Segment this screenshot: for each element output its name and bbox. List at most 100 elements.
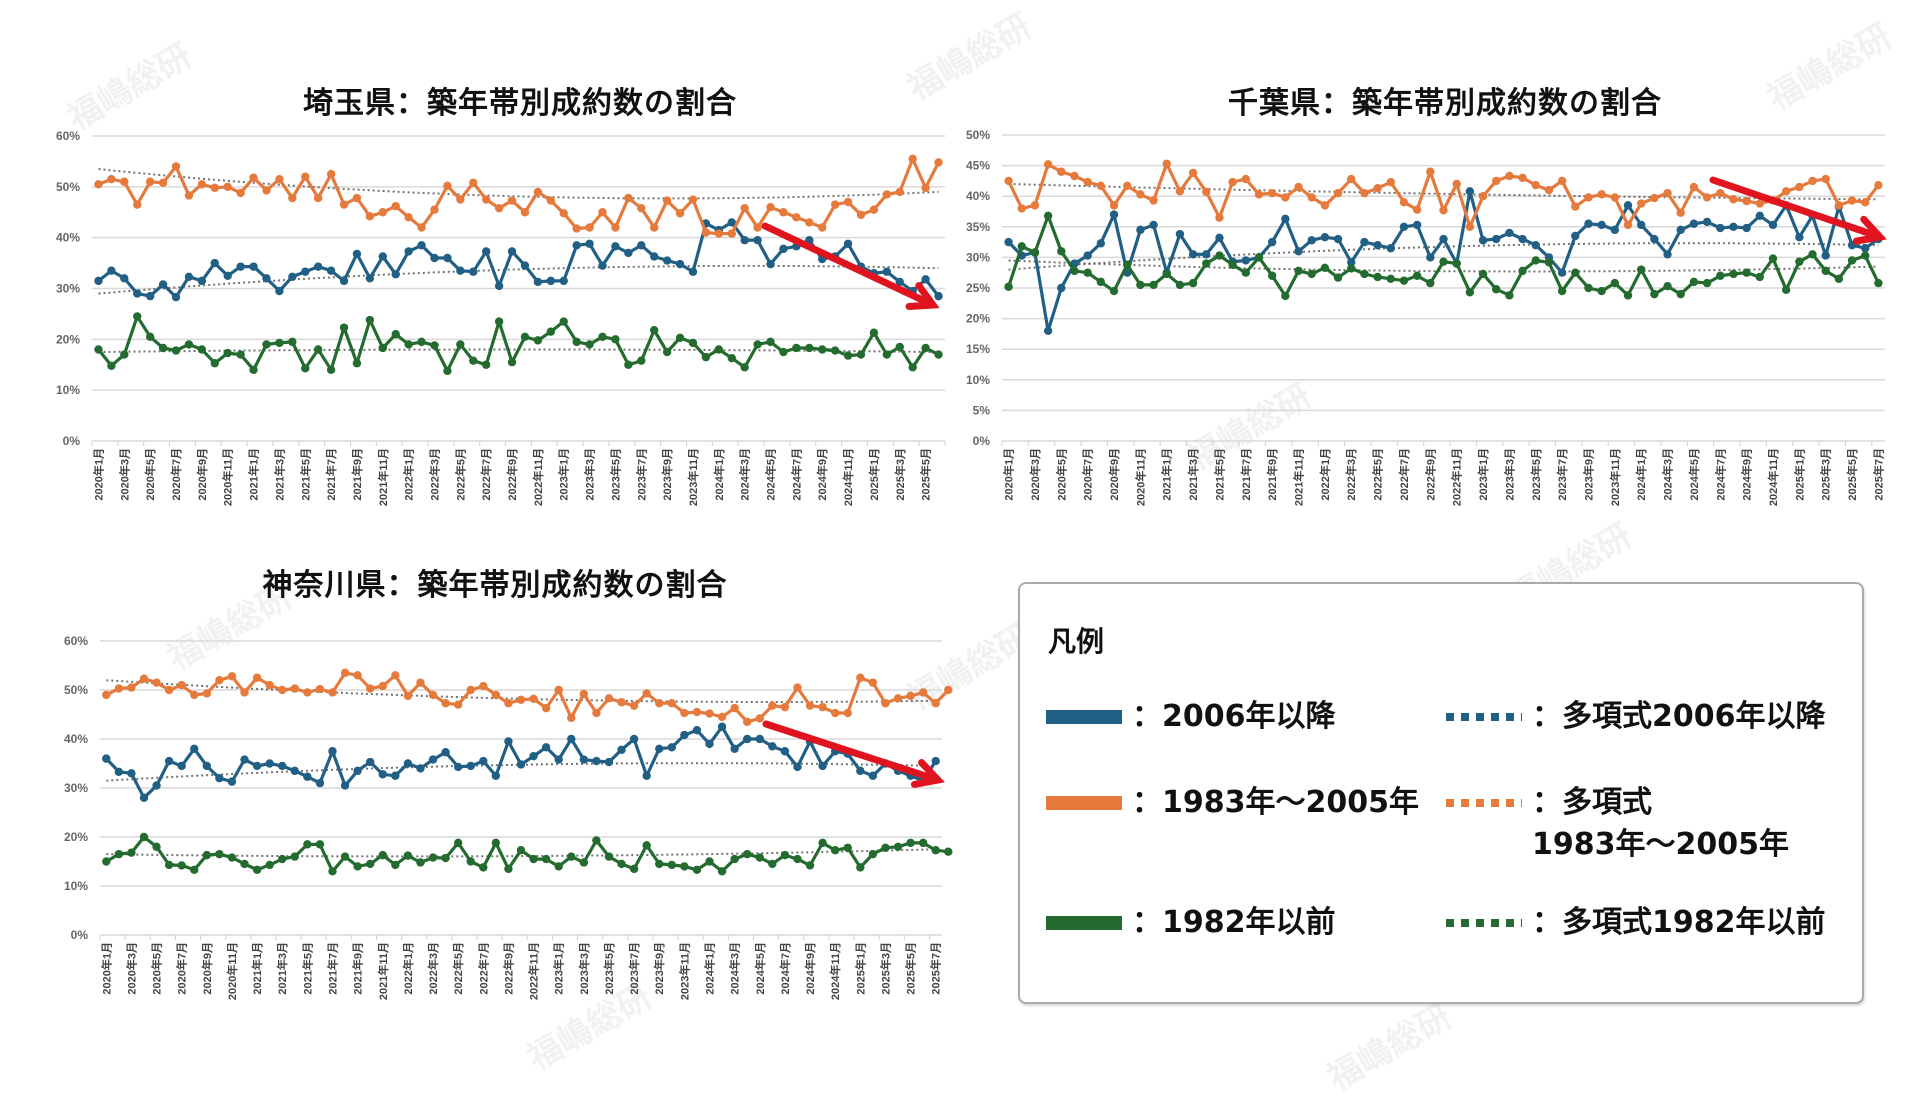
data-point — [391, 671, 400, 680]
data-point — [1307, 236, 1316, 245]
data-point — [133, 200, 142, 209]
data-point — [692, 707, 702, 717]
data-point — [780, 702, 790, 712]
data-point — [507, 196, 517, 205]
data-point — [278, 761, 287, 771]
data-point — [1742, 223, 1751, 233]
data-point — [1136, 190, 1145, 199]
legend-title: 凡例 — [1048, 625, 1105, 658]
data-point — [934, 158, 943, 167]
data-point — [1834, 201, 1844, 210]
x-tick-label: 2020年5月 — [143, 448, 157, 501]
data-point — [592, 756, 601, 766]
data-point — [1215, 251, 1224, 260]
x-tick-label: 2022年5月 — [1371, 448, 1385, 501]
data-point — [780, 850, 790, 860]
data-point — [598, 332, 607, 341]
data-point — [428, 853, 438, 862]
legend-label: ：1982年以前 — [1132, 905, 1336, 940]
data-point — [906, 691, 915, 701]
data-point — [1492, 234, 1501, 244]
data-point — [1557, 176, 1567, 186]
data-point — [365, 315, 375, 325]
data-point — [895, 187, 904, 197]
data-point — [629, 734, 639, 744]
legend-label: ：多項式 1983年～2005年 — [1532, 785, 1789, 862]
data-point — [611, 223, 620, 232]
data-point — [1610, 225, 1620, 235]
x-tick-label: 2020年7月 — [1081, 448, 1095, 501]
data-point — [1057, 167, 1066, 176]
data-point — [1505, 171, 1514, 181]
data-point — [1478, 269, 1488, 279]
x-tick-label: 2024年7月 — [1713, 448, 1727, 501]
data-point — [223, 348, 232, 358]
data-point — [868, 678, 878, 687]
data-point — [404, 340, 413, 349]
data-point — [227, 672, 237, 681]
data-point — [1083, 268, 1092, 277]
data-point — [882, 190, 892, 199]
data-point — [869, 205, 879, 214]
data-point — [1623, 201, 1633, 210]
data-point — [1426, 278, 1435, 288]
data-point — [768, 742, 777, 751]
data-point — [227, 853, 237, 862]
data-point — [184, 340, 194, 349]
legend-item-2006-solid: ：2006年以降 — [1046, 696, 1336, 738]
data-point — [315, 684, 325, 694]
x-tick-label: 2023年7月 — [634, 448, 648, 501]
data-point — [378, 252, 387, 261]
y-tick-label: 10% — [64, 879, 88, 893]
x-tick-label: 2023年5月 — [1529, 448, 1543, 501]
data-point — [236, 188, 245, 198]
data-point — [430, 341, 439, 350]
data-point — [102, 690, 111, 700]
x-tick-label: 2025年3月 — [893, 448, 907, 501]
data-point — [1716, 188, 1725, 198]
data-point — [856, 210, 866, 219]
data-point — [611, 335, 620, 344]
data-point — [533, 187, 543, 197]
data-point — [572, 241, 581, 250]
data-point — [1531, 256, 1540, 265]
data-point — [516, 846, 526, 855]
data-point — [714, 345, 724, 354]
data-point — [1294, 182, 1303, 192]
data-point — [120, 177, 129, 186]
x-tick-label: 2021年7月 — [324, 448, 338, 501]
data-point — [1333, 273, 1343, 282]
x-tick-label: 2024年11月 — [828, 942, 842, 1000]
data-point — [262, 274, 271, 283]
data-point — [705, 739, 714, 749]
data-point — [768, 701, 777, 710]
arrow-head-icon — [905, 282, 940, 310]
x-tick-label: 2022年9月 — [501, 942, 515, 995]
data-point — [1123, 181, 1132, 190]
x-tick-label: 2025年1月 — [867, 448, 881, 501]
data-point — [1702, 193, 1712, 202]
data-point — [479, 681, 488, 691]
data-point — [114, 684, 124, 693]
data-point — [223, 271, 232, 280]
trend-down-arrow-icon — [762, 720, 934, 782]
data-point — [1518, 266, 1527, 276]
data-point — [1149, 220, 1158, 230]
data-point — [164, 860, 174, 870]
data-point — [730, 703, 739, 713]
data-point — [1254, 253, 1264, 262]
data-point — [1320, 263, 1330, 273]
x-tick-label: 2020年5月 — [1054, 448, 1068, 501]
data-point — [755, 734, 764, 744]
data-point — [572, 337, 581, 347]
x-tick-label: 2023年11月 — [1608, 448, 1622, 506]
x-tick-label: 2022年9月 — [505, 448, 519, 501]
data-point — [921, 343, 930, 353]
data-point — [680, 708, 689, 718]
data-point — [1861, 251, 1870, 260]
data-point — [152, 781, 161, 790]
data-point — [114, 767, 124, 777]
data-point — [921, 183, 930, 193]
data-point — [1254, 190, 1264, 199]
data-point — [944, 847, 953, 856]
